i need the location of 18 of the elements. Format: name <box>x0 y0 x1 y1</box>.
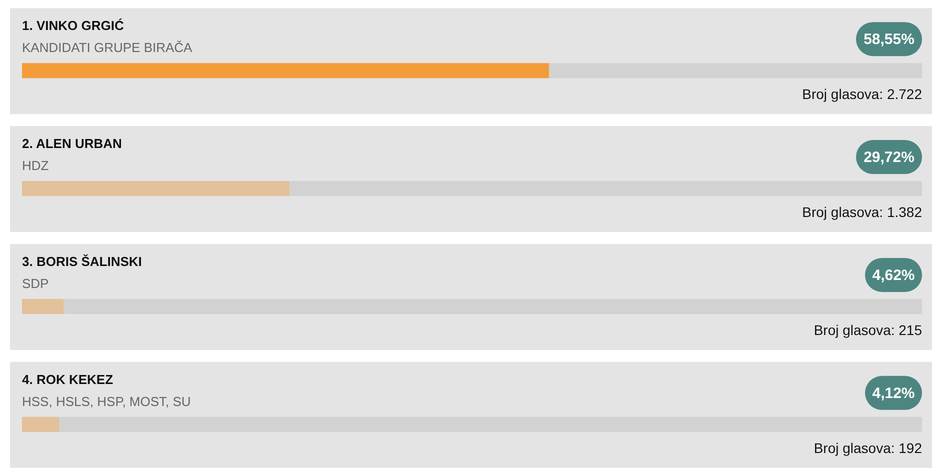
annotation: Broj glasova: 1.382 <box>802 204 922 220</box>
annotation: SDP <box>22 276 49 291</box>
annotation: HSS, HSLS, HSP, MOST, SU <box>22 394 191 409</box>
y-tick-label: 3. BORIS ŠALINSKI <box>22 254 142 269</box>
data-label: 58,55% <box>864 31 914 48</box>
annotation: HDZ <box>22 158 49 174</box>
annotation: Broj glasova: 2.722 <box>802 86 922 102</box>
annotation: KANDIDATI GRUPE BIRAČA <box>22 40 193 56</box>
text: Broj glasova: 192 <box>814 440 922 456</box>
bar <box>22 298 64 314</box>
y-tick-label: 4. ROK KEKEZ <box>22 372 114 387</box>
y-tick-label: 1. VINKO GRGIĆ <box>22 18 124 34</box>
y-tick-label: 2. ALEN URBAN <box>22 136 122 152</box>
bar <box>22 416 60 432</box>
data-label: 4,12% <box>872 384 915 402</box>
data-label: 29,72% <box>864 149 914 166</box>
data-label: 4,62% <box>872 266 915 284</box>
annotation: Broj glasova: 215 <box>814 322 922 338</box>
